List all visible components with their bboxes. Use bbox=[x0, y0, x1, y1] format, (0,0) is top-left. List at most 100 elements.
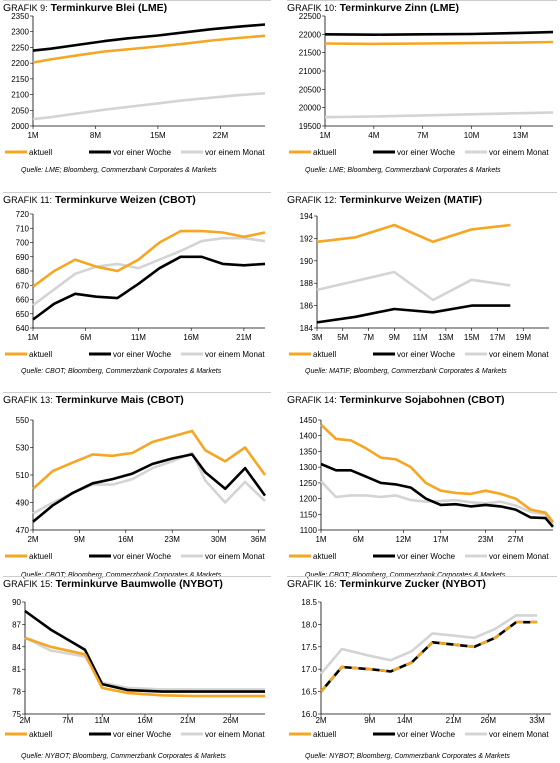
chart-panel-weizen-matif: GRAFIK 12: Terminkurve Weizen (MATIF) 18… bbox=[287, 192, 557, 382]
y-tick-label: 17.5 bbox=[301, 643, 317, 652]
y-tick-label: 510 bbox=[16, 471, 30, 480]
chart-panel-zinn: GRAFIK 10: Terminkurve Zinn (LME) 19500 2… bbox=[287, 0, 557, 190]
legend-item-woche: vor einer Woche bbox=[373, 552, 456, 561]
chart-number: GRAFIK 16: bbox=[287, 578, 337, 590]
legend-label: vor einem Monat bbox=[205, 552, 265, 561]
legend-label: vor einem Monat bbox=[489, 350, 549, 359]
legend-label: aktuell bbox=[29, 730, 52, 739]
series-line-aktuell bbox=[24, 636, 265, 698]
legend-item-woche: vor einer Woche bbox=[373, 730, 456, 739]
y-tick-label: 18.5 bbox=[301, 598, 317, 607]
y-tick-label: 690 bbox=[16, 253, 30, 262]
x-tick-label: 26M bbox=[223, 716, 239, 725]
legend-item-woche: vor einer Woche bbox=[89, 148, 172, 157]
y-tick-label: 75 bbox=[12, 710, 21, 719]
legend-label: aktuell bbox=[313, 350, 336, 359]
y-tick-label: 710 bbox=[16, 224, 30, 233]
legend-label: aktuell bbox=[313, 552, 336, 561]
legend-label: vor einem Monat bbox=[205, 148, 265, 157]
chart-title: GRAFIK 15: Terminkurve Baumwolle (NYBOT) bbox=[3, 578, 223, 590]
divider bbox=[287, 192, 557, 193]
legend-item-aktuell: aktuell bbox=[5, 730, 52, 739]
legend-label: vor einer Woche bbox=[113, 730, 172, 739]
series-line-woche bbox=[320, 620, 538, 693]
chart-title: GRAFIK 11: Terminkurve Weizen (CBOT) bbox=[3, 194, 196, 206]
series-line-woche bbox=[32, 23, 266, 52]
chart-panel-zucker: GRAFIK 16: Terminkurve Zucker (NYBOT) 16… bbox=[287, 576, 557, 763]
chart-source: Quelle: LME; Bloomberg, Commerzbank Corp… bbox=[305, 167, 501, 174]
legend-label: vor einem Monat bbox=[205, 730, 265, 739]
y-tick-label: 2100 bbox=[11, 91, 29, 100]
y-tick-label: 1150 bbox=[300, 510, 318, 519]
legend-item-woche: vor einer Woche bbox=[373, 148, 456, 157]
y-tick-label: 1200 bbox=[299, 495, 317, 504]
legend-item-woche: vor einer Woche bbox=[89, 552, 172, 561]
y-tick-label: 84 bbox=[12, 643, 21, 652]
legend-item-monat: vor einem Monat bbox=[181, 350, 265, 359]
y-tick-label: 470 bbox=[16, 526, 30, 535]
legend-label: vor einer Woche bbox=[397, 350, 456, 359]
y-tick-label: 530 bbox=[16, 444, 30, 453]
legend-label: aktuell bbox=[313, 148, 336, 157]
y-tick-label: 21000 bbox=[299, 67, 322, 76]
series-line-woche bbox=[324, 30, 554, 37]
chart-panel-soja: GRAFIK 14: Terminkurve Sojabohnen (CBOT)… bbox=[287, 392, 557, 582]
chart-svg: 75 78 81 84 87 90 2M 7M 11M 16M 21M 26M aktuell vor e… bbox=[5, 598, 265, 739]
chart-name: Terminkurve Baumwolle (NYBOT) bbox=[55, 578, 223, 590]
x-tick-label: 5M bbox=[337, 333, 348, 342]
legend-label: vor einem Monat bbox=[205, 350, 265, 359]
legend-label: vor einem Monat bbox=[489, 552, 549, 561]
chart-number: GRAFIK 10: bbox=[287, 2, 337, 14]
chart-panel-weizen-cbot: GRAFIK 11: Terminkurve Weizen (CBOT) 640… bbox=[3, 192, 271, 382]
x-tick-label: 22M bbox=[213, 131, 229, 140]
x-tick-label: 4M bbox=[368, 131, 379, 140]
series-line-aktuell bbox=[324, 40, 554, 46]
x-tick-label: 2M bbox=[19, 716, 30, 725]
chart-number: GRAFIK 13: bbox=[3, 394, 53, 406]
x-tick-label: 23M bbox=[478, 535, 494, 544]
y-tick-label: 16.5 bbox=[301, 688, 317, 697]
legend-label: vor einer Woche bbox=[397, 148, 456, 157]
legend-label: aktuell bbox=[29, 350, 52, 359]
chart-name: Terminkurve Weizen (CBOT) bbox=[54, 194, 196, 206]
divider bbox=[3, 0, 271, 1]
x-tick-label: 21M bbox=[180, 716, 196, 725]
x-tick-label: 36M bbox=[251, 535, 267, 544]
legend-item-monat: vor einem Monat bbox=[181, 552, 265, 561]
x-tick-label: 9M bbox=[389, 333, 400, 342]
x-tick-label: 17M bbox=[433, 535, 449, 544]
chart-svg: 1100 1150 1200 1250 1300 1350 1400 1450 1M 6M 12M 1… bbox=[289, 416, 555, 561]
series-line-monat bbox=[24, 636, 265, 691]
y-tick-label: 194 bbox=[300, 212, 314, 221]
x-tick-label: 9M bbox=[364, 716, 375, 725]
chart-name: Terminkurve Mais (CBOT) bbox=[55, 394, 184, 406]
y-tick-label: 2300 bbox=[11, 28, 29, 37]
x-tick-label: 13M bbox=[513, 131, 529, 140]
x-tick-label: 11M bbox=[95, 716, 110, 725]
x-tick-label: 3M bbox=[311, 333, 322, 342]
x-tick-label: 6M bbox=[80, 333, 91, 342]
y-tick-label: 1250 bbox=[299, 479, 317, 488]
legend-item-monat: vor einem Monat bbox=[465, 552, 549, 561]
legend-item-monat: vor einem Monat bbox=[181, 148, 265, 157]
y-tick-label: 188 bbox=[300, 279, 314, 288]
chart-number: GRAFIK 12: bbox=[287, 194, 337, 206]
series-line-monat bbox=[32, 236, 266, 307]
series-line-monat bbox=[316, 270, 511, 302]
x-tick-label: 7M bbox=[363, 333, 374, 342]
x-tick-label: 21M bbox=[236, 333, 252, 342]
legend-item-monat: vor einem Monat bbox=[181, 730, 265, 739]
legend-item-woche: vor einer Woche bbox=[89, 730, 172, 739]
chart-source: Quelle: CBOT; Bloomberg, Commerzbank Cor… bbox=[305, 572, 505, 579]
y-tick-label: 2350 bbox=[11, 12, 29, 21]
x-tick-label: 11M bbox=[413, 333, 428, 342]
x-tick-label: 1M bbox=[315, 535, 326, 544]
y-tick-label: 1100 bbox=[300, 526, 318, 535]
y-tick-label: 650 bbox=[16, 310, 30, 319]
series-line-monat bbox=[320, 480, 555, 526]
x-tick-label: 13M bbox=[438, 333, 454, 342]
y-tick-label: 21500 bbox=[299, 49, 322, 58]
chart-panel-blei: GRAFIK 9: Terminkurve Blei (LME) 2000 205… bbox=[3, 0, 271, 190]
x-tick-label: 16M bbox=[183, 333, 199, 342]
chart-svg: 2000 2050 2100 2150 2200 2250 2300 2350 1M 8M 15M 2… bbox=[5, 12, 266, 157]
